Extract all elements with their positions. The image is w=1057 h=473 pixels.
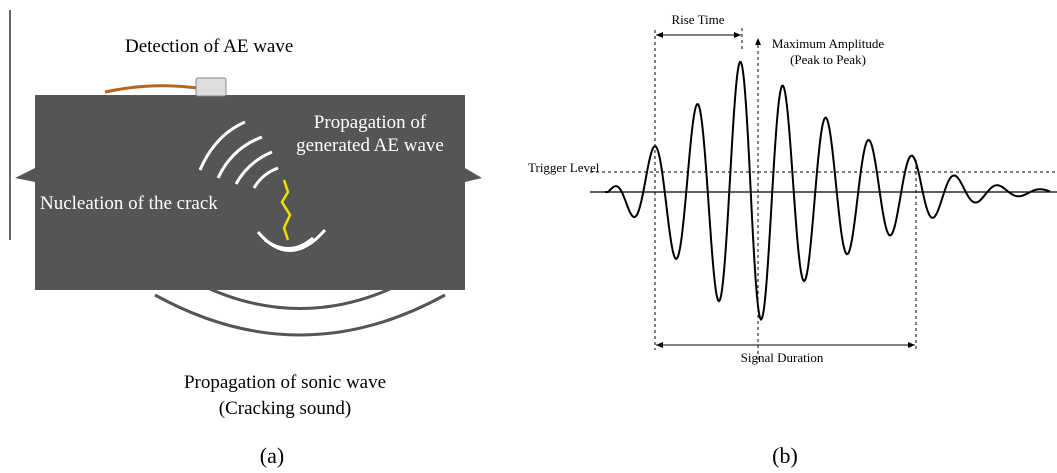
- panel-b: Rise Time Maximum Amplitude (Peak to Pea…: [528, 12, 1057, 468]
- label: Detection of AE wave: [125, 36, 293, 57]
- waveform: [605, 62, 1050, 320]
- label: generated AE wave: [296, 135, 444, 156]
- label: Nucleation of the crack: [40, 193, 218, 214]
- label: (Peak to Peak): [790, 52, 866, 67]
- label: (Cracking sound): [219, 398, 351, 419]
- wire: [105, 86, 197, 92]
- label: Signal Duration: [741, 350, 824, 365]
- label: Trigger Level: [528, 160, 600, 175]
- label: Propagation of sonic wave: [184, 372, 386, 393]
- caption: (a): [260, 443, 284, 468]
- figure: Detection of AE wave Propagation of gene…: [0, 0, 1057, 473]
- caption: (b): [772, 443, 798, 468]
- label: Rise Time: [671, 12, 724, 27]
- sensor: [196, 78, 226, 96]
- label: Propagation of: [314, 112, 427, 133]
- label: Maximum Amplitude: [772, 36, 885, 51]
- panel-a: Detection of AE wave Propagation of gene…: [10, 10, 482, 468]
